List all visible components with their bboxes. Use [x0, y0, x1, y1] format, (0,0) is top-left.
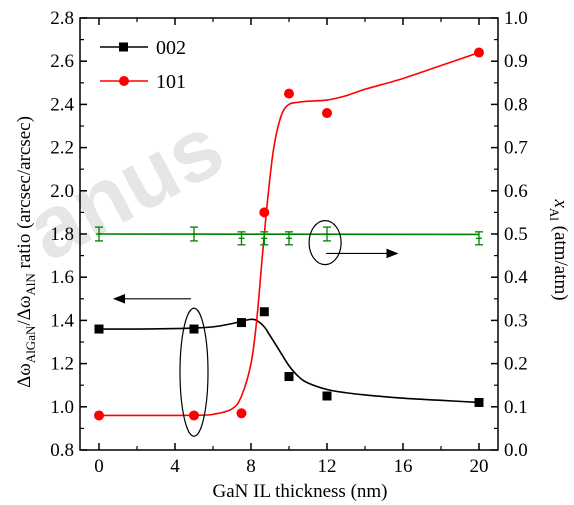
legend-label: 101: [156, 71, 186, 93]
annotation-ellipse-left: [179, 307, 209, 437]
data-point-circle: [322, 108, 332, 119]
y-left-tick-label: 1.8: [50, 224, 74, 245]
y-left-tick-label: 2.8: [50, 8, 74, 29]
y-right-tick-label: 0.2: [504, 354, 528, 375]
x-axis: 0 4 8 12 16 20: [94, 18, 489, 477]
data-point-square: [474, 397, 484, 407]
y-left-tick-label: 2.4: [50, 94, 74, 115]
x-tick-label: 20: [470, 456, 489, 477]
x-axis-title: GaN IL thickness (nm): [213, 481, 388, 502]
series-layer: [94, 47, 484, 421]
watermark: anus: [11, 96, 239, 280]
series-line: [98, 318, 480, 404]
series-002: [94, 307, 484, 407]
y-axis-right-title: xAl (atm/atm): [547, 198, 571, 300]
data-point-square: [94, 324, 104, 334]
y-right-tick-label: 0.8: [504, 94, 528, 115]
data-point-square: [322, 391, 332, 401]
y-left-tick-label: 2.6: [50, 51, 74, 72]
y-right-tick-label: 0.1: [504, 397, 528, 418]
y-left-tick-label: 1.6: [50, 267, 74, 288]
legend-label: 002: [156, 37, 186, 59]
y-right-tick-label: 0.4: [504, 267, 528, 288]
x-tick-label: 0: [94, 456, 104, 477]
x-tick-label: 8: [246, 456, 256, 477]
data-point-square: [259, 307, 269, 317]
legend-item: 002: [100, 37, 186, 59]
data-point-square: [284, 372, 294, 382]
legend-marker-square: [119, 42, 128, 52]
legend: 002 101: [100, 37, 186, 93]
data-point-circle: [236, 408, 247, 419]
annotation-ellipse-right: [308, 220, 342, 266]
data-point-circle: [94, 410, 104, 421]
x-tick-label: 4: [170, 456, 180, 477]
y-right-tick-label: 0.7: [504, 138, 528, 159]
y-left-tick-label: 1.4: [50, 310, 74, 331]
y-right-tick-label: 0.6: [504, 181, 528, 202]
data-point-square: [189, 324, 199, 334]
y-right-tick-label: 0.5: [504, 224, 528, 245]
data-point-circle: [474, 47, 484, 58]
y-axis-right: 0.0 0.1 0.2 0.3 0.4 0.5 0.6 0.7 0.8 0.9 1.0: [491, 8, 528, 461]
data-point-square: [237, 318, 246, 328]
y-left-tick-label: 0.8: [50, 440, 74, 461]
data-point-circle: [259, 207, 270, 218]
y-left-tick-label: 1.2: [50, 354, 74, 375]
y-left-tick-label: 2.2: [50, 138, 74, 159]
series-errorbar: [95, 226, 483, 246]
x-tick-label: 12: [318, 456, 337, 477]
y-right-tick-label: 0.9: [504, 51, 528, 72]
data-point-circle: [189, 410, 199, 421]
x-tick-label: 16: [394, 456, 413, 477]
y-left-tick-label: 2.0: [50, 181, 74, 202]
y-right-tick-label: 1.0: [504, 8, 528, 29]
y-left-tick-label: 1.0: [50, 397, 74, 418]
legend-marker-circle: [119, 76, 129, 86]
y-right-tick-label: 0.0: [504, 440, 528, 461]
y-axis-left: 0.8 1.0 1.2 1.4 1.6 1.8 2.0 2.2 2.4 2.6 2.8: [50, 8, 87, 461]
y-right-tick-label: 0.3: [504, 310, 528, 331]
y-axis-left-title: ΔωAlGaN/ΔωAlN ratio (arcsec/arcsec): [14, 116, 38, 388]
annotation-layer: [112, 220, 399, 437]
legend-item: 101: [100, 71, 186, 93]
data-point-circle: [284, 88, 294, 99]
svg-text:anus: anus: [11, 96, 239, 280]
